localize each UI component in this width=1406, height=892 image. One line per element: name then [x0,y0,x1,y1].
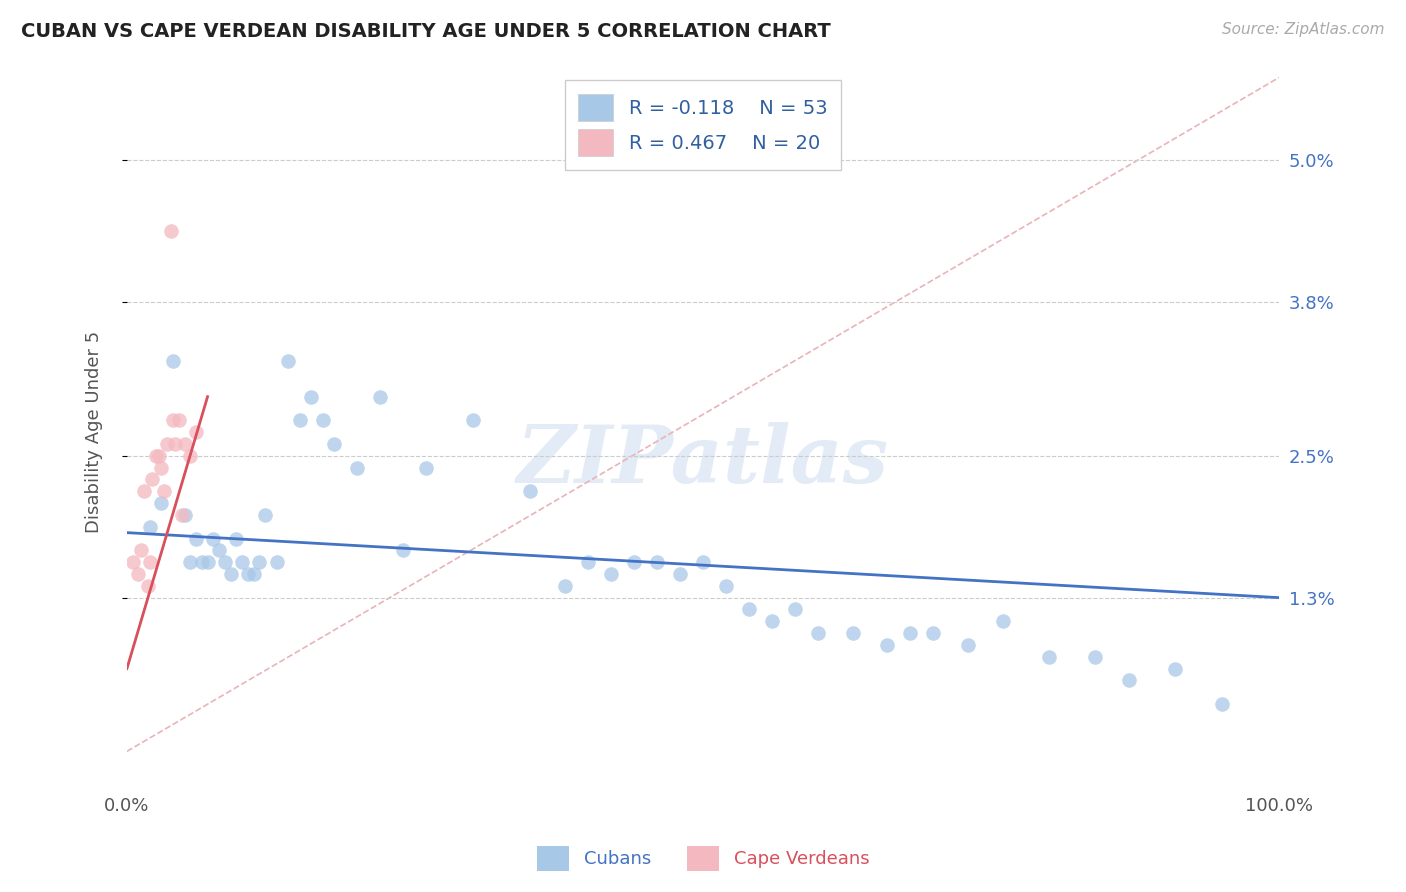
Text: CUBAN VS CAPE VERDEAN DISABILITY AGE UNDER 5 CORRELATION CHART: CUBAN VS CAPE VERDEAN DISABILITY AGE UND… [21,22,831,41]
Point [225,532,247,546]
Point [519,484,541,499]
Point [236,567,259,582]
Point [139,519,162,533]
Point [1118,673,1140,688]
Point [197,555,219,569]
Point [165,437,187,451]
Point [134,484,156,499]
Point [1164,662,1187,676]
Point [129,543,152,558]
Point [415,460,437,475]
Point [599,567,621,582]
Point [312,413,335,427]
Point [179,555,201,569]
Point [277,354,299,368]
Point [173,508,195,522]
Point [900,626,922,640]
Point [242,567,264,582]
Point [392,543,415,558]
Point [219,567,242,582]
Point [370,390,392,404]
Point [156,437,179,451]
Text: ZIPatlas: ZIPatlas [517,422,889,500]
Legend: Cubans, Cape Verdeans: Cubans, Cape Verdeans [529,838,877,879]
Point [162,354,184,368]
Point [266,555,288,569]
Point [167,413,190,427]
Point [202,532,225,546]
Point [1211,697,1233,711]
Point [785,602,807,616]
Point [179,449,201,463]
Point [139,555,162,569]
Point [761,615,783,629]
Point [148,449,170,463]
Point [208,543,231,558]
Point [738,602,761,616]
Point [288,413,311,427]
Point [173,437,195,451]
Point [957,638,980,652]
Point [576,555,599,569]
Point [714,579,737,593]
Point [231,555,253,569]
Point [1038,649,1060,664]
Point [249,555,271,569]
Text: Source: ZipAtlas.com: Source: ZipAtlas.com [1222,22,1385,37]
Point [461,413,484,427]
Point [669,567,692,582]
Point [1084,649,1107,664]
Point [214,555,236,569]
Point [922,626,945,640]
Point [191,555,214,569]
Point [172,508,194,522]
Legend: R = -0.118    N = 53, R = 0.467    N = 20: R = -0.118 N = 53, R = 0.467 N = 20 [565,80,841,170]
Point [152,484,174,499]
Y-axis label: Disability Age Under 5: Disability Age Under 5 [86,331,103,533]
Point [254,508,277,522]
Point [623,555,645,569]
Point [807,626,830,640]
Point [346,460,368,475]
Point [645,555,668,569]
Point [842,626,865,640]
Point [991,615,1014,629]
Point [127,567,149,582]
Point [323,437,346,451]
Point [162,413,184,427]
Point [692,555,714,569]
Point [150,460,173,475]
Point [184,425,207,439]
Point [121,555,143,569]
Point [150,496,173,510]
Point [184,532,207,546]
Point [159,224,181,238]
Point [136,579,159,593]
Point [554,579,576,593]
Point [299,390,322,404]
Point [876,638,898,652]
Point [145,449,167,463]
Point [141,472,163,486]
